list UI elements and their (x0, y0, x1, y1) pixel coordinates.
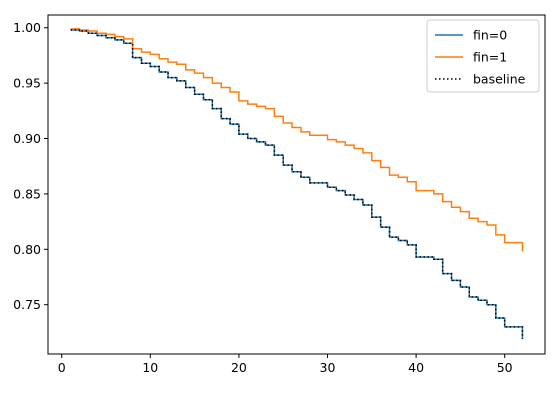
legend-box (426, 19, 540, 93)
legend: fin=0 fin=1 baseline (426, 19, 540, 93)
x-tick-label: 30 (320, 360, 336, 375)
legend-label-baseline: baseline (473, 72, 526, 87)
legend-label-fin-0: fin=0 (473, 28, 507, 43)
x-tick-label: 0 (58, 360, 66, 375)
y-tick-label: 0.95 (13, 76, 41, 91)
y-tick-label: 0.80 (13, 242, 41, 257)
y-tick-label: 0.75 (13, 297, 41, 312)
plot-frame (47, 14, 546, 355)
x-tick-label: 10 (142, 360, 158, 375)
y-tick-label: 0.90 (13, 131, 41, 146)
x-tick-label: 20 (231, 360, 247, 375)
y-tick-label: 1.00 (13, 20, 41, 35)
x-tick-label: 40 (408, 360, 424, 375)
series-line-baseline (70, 29, 524, 340)
y-axis: 0.75 0.80 0.85 0.90 0.95 1.00 (13, 20, 48, 312)
y-tick-label: 0.85 (13, 186, 41, 201)
legend-label-fin-1: fin=1 (473, 50, 507, 65)
series-line-fin-1 (70, 28, 524, 252)
x-axis: 0 10 20 30 40 50 (58, 354, 513, 375)
x-tick-label: 50 (497, 360, 513, 375)
plot-series (70, 28, 524, 340)
